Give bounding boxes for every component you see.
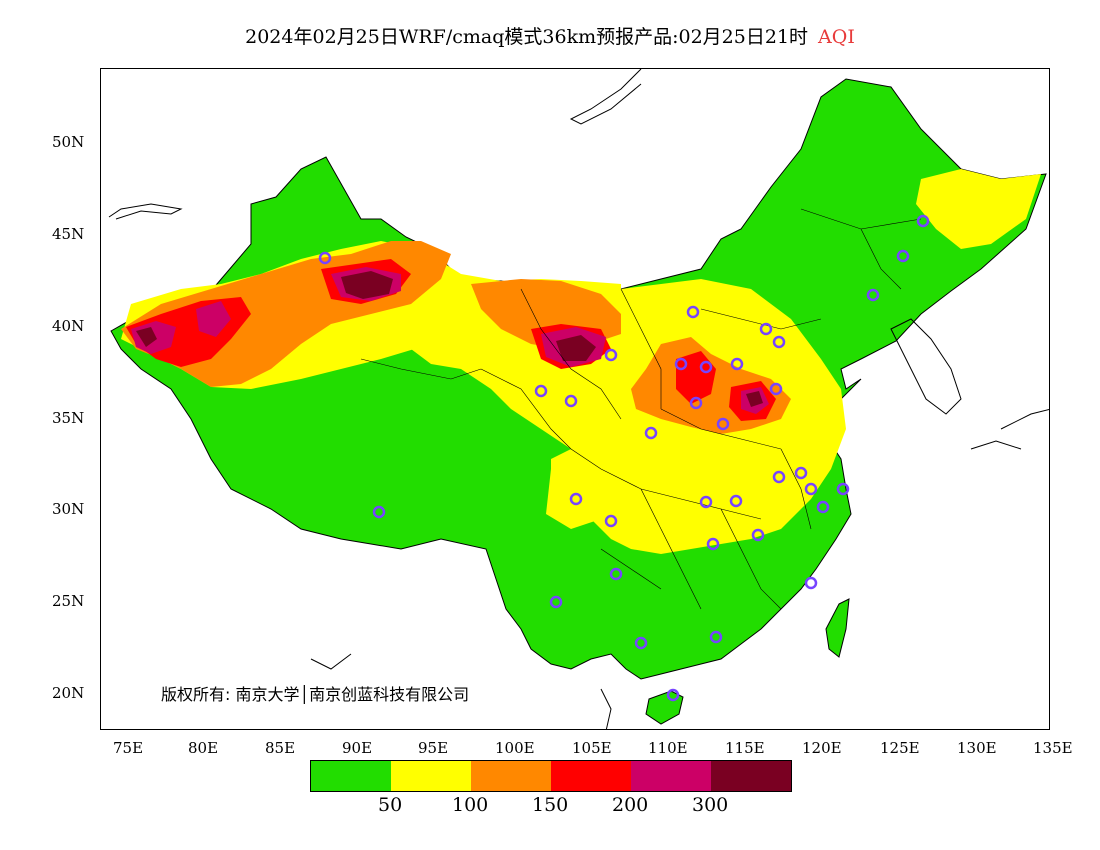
station-marker — [609, 567, 623, 581]
aqi-map[interactable] — [101, 69, 1050, 730]
station-marker — [759, 322, 773, 336]
station-marker — [686, 305, 700, 319]
lon-tick-label: 125E — [880, 739, 920, 757]
lon-tick-label: 75E — [113, 739, 144, 757]
hazardous-zone-ningxia — [556, 335, 596, 361]
station-markers — [318, 214, 930, 702]
legend-swatch — [551, 761, 631, 791]
lat-tick-label: 20N — [52, 684, 85, 702]
map-title: 2024年02月25日WRF/cmaq模式36km预报产品:02月25日21时 A… — [0, 22, 1100, 49]
hazardous-zone-west — [136, 327, 157, 347]
station-marker — [604, 514, 618, 528]
station-marker — [769, 382, 783, 396]
legend-swatch — [311, 761, 391, 791]
legend-swatch — [391, 761, 471, 791]
lon-tick-label: 80E — [188, 739, 219, 757]
legend-swatch — [471, 761, 551, 791]
hazardous-zone-shandong — [746, 391, 763, 407]
indochina-coast — [310, 653, 612, 729]
lat-tick-label: 30N — [52, 500, 85, 518]
lon-tick-label: 90E — [342, 739, 373, 757]
copyright-note: 版权所有: 南京大学│南京创蓝科技有限公司 — [161, 685, 470, 704]
station-marker — [730, 357, 744, 371]
title-variable: AQI — [818, 26, 855, 48]
station-marker — [674, 357, 688, 371]
hazardous-zone-taklamakan — [341, 271, 393, 299]
station-marker — [689, 396, 703, 410]
lon-tick-label: 130E — [957, 739, 997, 757]
lon-tick-label: 95E — [418, 739, 449, 757]
lon-tick-label: 120E — [802, 739, 842, 757]
station-marker — [644, 426, 658, 440]
legend-label: 150 — [532, 794, 569, 816]
station-marker — [751, 528, 765, 542]
moderate-zone-central — [401, 279, 846, 554]
station-marker — [916, 214, 930, 228]
station-marker — [318, 251, 332, 265]
station-marker — [866, 288, 880, 302]
japan-coast — [970, 408, 1049, 450]
color-legend — [310, 760, 792, 792]
korea-coast — [890, 318, 962, 415]
title-main: 2024年02月25日WRF/cmaq模式36km预报产品:02月25日21时 — [245, 26, 809, 48]
very-unhealthy-zone-west2 — [196, 301, 231, 337]
baikal-lake — [569, 69, 642, 125]
station-marker — [836, 482, 850, 496]
legend-label: 300 — [692, 794, 729, 816]
legend-swatch — [631, 761, 711, 791]
lon-tick-label: 105E — [572, 739, 612, 757]
station-marker — [804, 482, 818, 496]
legend-label: 50 — [378, 794, 403, 816]
lon-tick-label: 110E — [648, 739, 688, 757]
lat-tick-label: 35N — [52, 409, 85, 427]
lon-tick-label: 115E — [725, 739, 765, 757]
lat-tick-label: 25N — [52, 592, 85, 610]
station-marker — [772, 470, 786, 484]
legend-label: 200 — [612, 794, 649, 816]
province-boundaries — [360, 208, 922, 610]
station-marker — [549, 595, 563, 609]
station-marker — [804, 576, 818, 590]
lon-tick-label: 85E — [265, 739, 296, 757]
lat-tick-label: 45N — [52, 225, 85, 243]
lon-tick-label: 100E — [495, 739, 535, 757]
moderate-zone-sichuan — [546, 464, 611, 529]
station-marker — [716, 417, 730, 431]
lon-tick-label: 135E — [1033, 739, 1073, 757]
station-marker — [699, 495, 713, 509]
lat-tick-label: 40N — [52, 317, 85, 335]
station-marker — [534, 384, 548, 398]
legend-swatch — [711, 761, 791, 791]
station-marker — [896, 249, 910, 263]
legend-label: 100 — [452, 794, 489, 816]
moderate-zone-northeast — [916, 169, 1041, 249]
station-marker — [564, 394, 578, 408]
station-marker — [569, 492, 583, 506]
station-marker — [634, 636, 648, 650]
station-marker — [706, 537, 720, 551]
station-marker — [794, 466, 808, 480]
station-marker — [604, 348, 618, 362]
station-marker — [372, 505, 386, 519]
station-marker — [816, 500, 830, 514]
station-marker — [729, 494, 743, 508]
station-marker — [772, 335, 786, 349]
station-marker — [666, 688, 680, 702]
balkhash-lake — [108, 203, 183, 220]
lat-tick-label: 50N — [52, 133, 85, 151]
station-marker — [709, 630, 723, 644]
taiwan-island — [825, 598, 850, 658]
station-marker — [699, 360, 713, 374]
map-frame[interactable]: 版权所有: 南京大学│南京创蓝科技有限公司 — [100, 68, 1050, 730]
